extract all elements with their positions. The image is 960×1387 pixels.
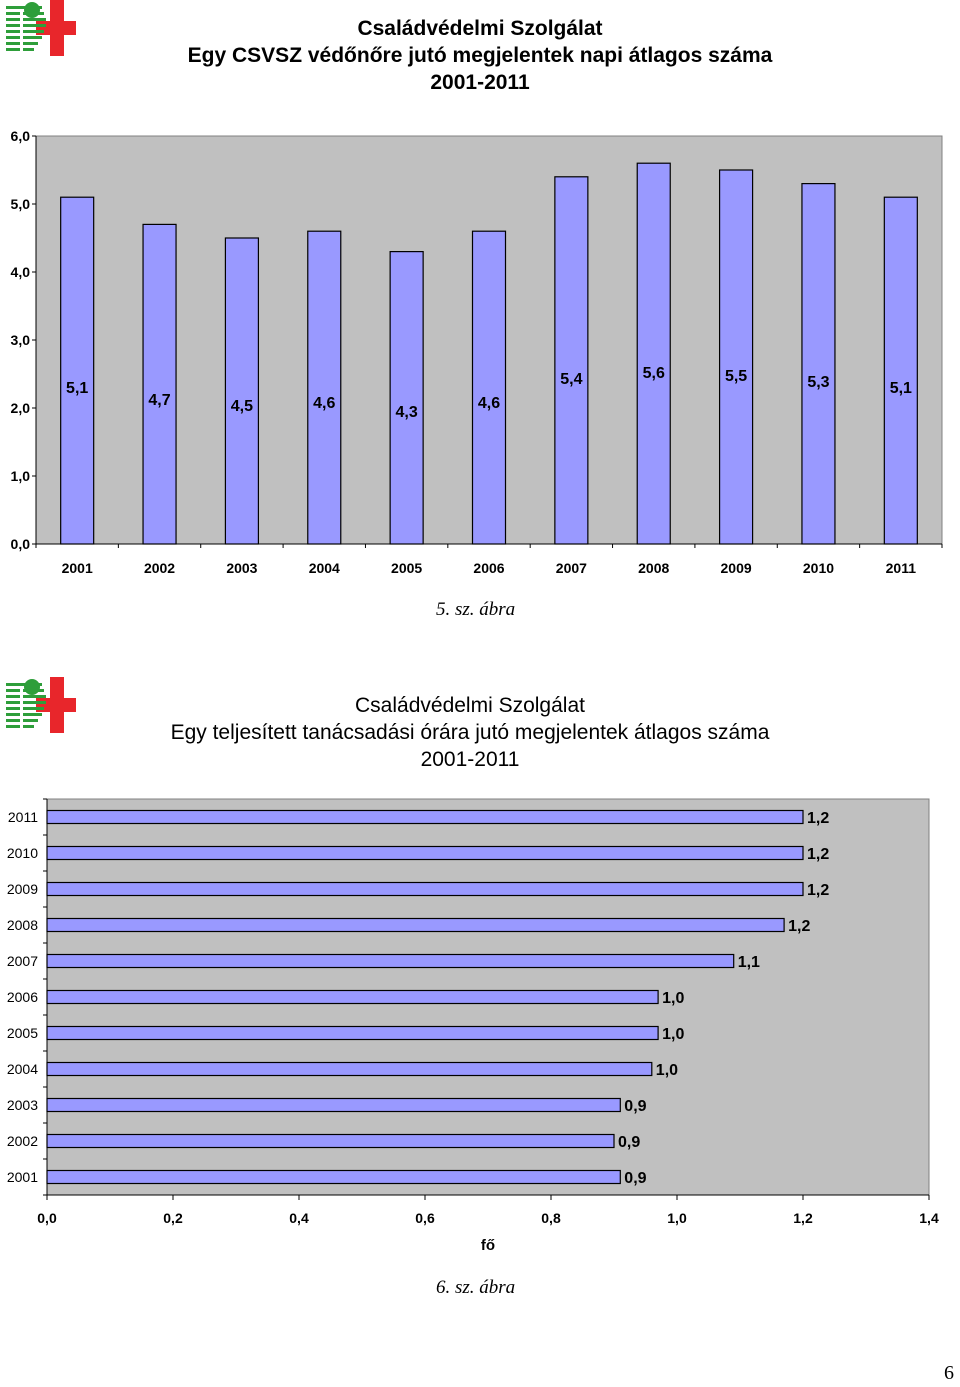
chart2-y-tick-label: 2001: [7, 1169, 38, 1185]
chart2-data-label: 0,9: [624, 1170, 646, 1187]
chart1-data-label: 5,5: [725, 368, 747, 385]
chart1-data-label: 4,6: [313, 395, 335, 412]
chart1-bar: [224, 237, 260, 545]
chart1-bar: [718, 169, 754, 545]
chart2-y-tick-label: 2007: [7, 953, 38, 969]
chart1-bar: [554, 176, 589, 545]
chart2-caption: 6. sz. ábra: [436, 1277, 516, 1298]
chart1-vertical-bar-chart: 0,0 1,0 2,0 3,0 4,0 5,0 6,0 5,1 2001 4,7 2002 4,5 20…: [11, 128, 943, 576]
chart2-y-tick-label: 2010: [7, 845, 38, 861]
chart1-y-tick-label: 4,0: [11, 264, 31, 280]
chart1-x-tick-label: 2010: [803, 560, 834, 576]
chart1-data-label: 4,5: [231, 398, 253, 415]
chart2-x-tick-label: 0,6: [415, 1210, 435, 1226]
chart2-y-tick-label: 2011: [8, 809, 38, 825]
chart1-data-label: 5,1: [66, 380, 88, 397]
chart2-data-label: 0,9: [618, 1134, 640, 1151]
chart2-bar: [46, 809, 804, 825]
chart2-y-tick-label: 2006: [7, 989, 38, 1005]
chart2-y-tick-label: 2004: [7, 1061, 38, 1077]
chart1-x-tick-label: 2009: [721, 560, 752, 576]
chart2-bar: [46, 1133, 615, 1149]
chart2-data-label: 0,9: [624, 1098, 646, 1115]
chart1-data-label: 5,4: [560, 371, 582, 388]
chart2-x-tick-label: 1,0: [667, 1210, 687, 1226]
chart2-bar: [46, 1025, 659, 1041]
chart2-bar: [46, 989, 659, 1005]
chart1-bar: [883, 196, 918, 545]
chart1-data-label: 4,3: [396, 404, 418, 421]
chart2-bar: [46, 845, 804, 861]
page-number: 6: [944, 1362, 954, 1384]
chart2-y-tick-label: 2008: [7, 917, 38, 933]
chart2-title: Családvédelmi Szolgálat Egy teljesített …: [60, 692, 880, 773]
chart2-data-label: 1,0: [662, 990, 684, 1007]
chart2-data-label: 1,1: [738, 954, 760, 971]
chart2-bar: [46, 1169, 621, 1185]
chart2-y-tick-label: 2002: [7, 1133, 38, 1149]
chart2-y-tick-label: 2003: [7, 1097, 38, 1113]
chart1-bar: [389, 251, 424, 545]
chart1-bar: [471, 230, 507, 545]
chart1-y-tick-label: 5,0: [11, 196, 31, 212]
chart1-y-tick-label: 3,0: [11, 332, 31, 348]
chart1-data-label: 5,1: [890, 380, 912, 397]
chart2-x-axis-label: fő: [481, 1237, 495, 1254]
chart2-x-tick-label: 0,0: [37, 1210, 57, 1226]
chart1-title-line2: Egy CSVSZ védőnőre jutó megjelentek napi…: [187, 44, 773, 67]
chart2-data-label: 1,0: [656, 1062, 678, 1079]
chart2-data-label: 1,2: [807, 846, 829, 863]
chart1-bar: [142, 223, 177, 545]
chart2-x-tick-label: 1,2: [793, 1210, 813, 1226]
chart2-data-label: 1,0: [662, 1026, 684, 1043]
chart2-x-tick-label: 0,8: [541, 1210, 561, 1226]
chart2-y-tick-label: 2005: [7, 1025, 38, 1041]
chart2-data-label: 1,2: [807, 882, 829, 899]
chart1-bar: [60, 196, 95, 545]
chart2-horizontal-bar-chart: 1,2 2011 1,2 2010 1,2 2009 1,2 2008 1,1 2007 1,0 20…: [7, 798, 939, 1254]
chart2-y-tick-label: 2009: [7, 881, 38, 897]
chart2-x-tick-label: 0,4: [289, 1210, 309, 1226]
chart1-data-label: 5,3: [807, 374, 829, 391]
chart1-data-label: 5,6: [643, 365, 665, 382]
chart2-bar: [46, 917, 785, 933]
chart1-data-label: 4,6: [478, 395, 500, 412]
chart1-x-tick-label: 2008: [638, 560, 669, 576]
chart1-caption: 5. sz. ábra: [436, 599, 516, 620]
chart2-data-label: 1,2: [788, 918, 810, 935]
chart2-data-label: 1,2: [807, 810, 829, 827]
chart2-x-tick-label: 0,2: [163, 1210, 183, 1226]
chart2-x-tick-label: 1,4: [919, 1210, 939, 1226]
chart2-title-line3: 2001-2011: [420, 748, 520, 771]
chart1-x-tick-label: 2003: [226, 560, 257, 576]
chart2-bar: [46, 1061, 653, 1077]
chart2-title-line2: Egy teljesített tanácsadási órára jutó m…: [170, 721, 770, 744]
chart2-bar: [46, 953, 735, 969]
chart1-x-tick-label: 2002: [144, 560, 175, 576]
chart1-x-tick-label: 2005: [391, 560, 422, 576]
chart1-bar: [801, 182, 836, 545]
chart1-data-label: 4,7: [148, 392, 170, 409]
chart2-title-line1: Családvédelmi Szolgálat: [355, 694, 585, 717]
chart1-y-tick-label: 1,0: [11, 468, 31, 484]
chart1-x-tick-label: 2001: [62, 560, 93, 576]
chart1-x-tick-label: 2006: [473, 560, 504, 576]
chart1-bar: [636, 162, 671, 545]
chart1-title-line1: Családvédelmi Szolgálat: [357, 17, 603, 40]
logo-icon: [6, 677, 76, 733]
chart2-bar: [46, 881, 804, 897]
chart2-bar: [46, 1097, 621, 1113]
chart1-x-tick-label: 2007: [556, 560, 587, 576]
chart1-x-tick-label: 2011: [886, 560, 917, 576]
chart1-x-tick-label: 2004: [309, 560, 340, 576]
chart1-title-line3: 2001-2011: [430, 71, 530, 94]
chart1-y-tick-label: 6,0: [11, 128, 31, 144]
chart1-y-tick-label: 0,0: [11, 536, 31, 552]
chart1-y-tick-label: 2,0: [11, 400, 31, 416]
logo-icon: [6, 0, 76, 56]
chart1-title: Családvédelmi Szolgálat Egy CSVSZ védőnő…: [60, 15, 900, 96]
chart1-bar: [307, 230, 342, 545]
